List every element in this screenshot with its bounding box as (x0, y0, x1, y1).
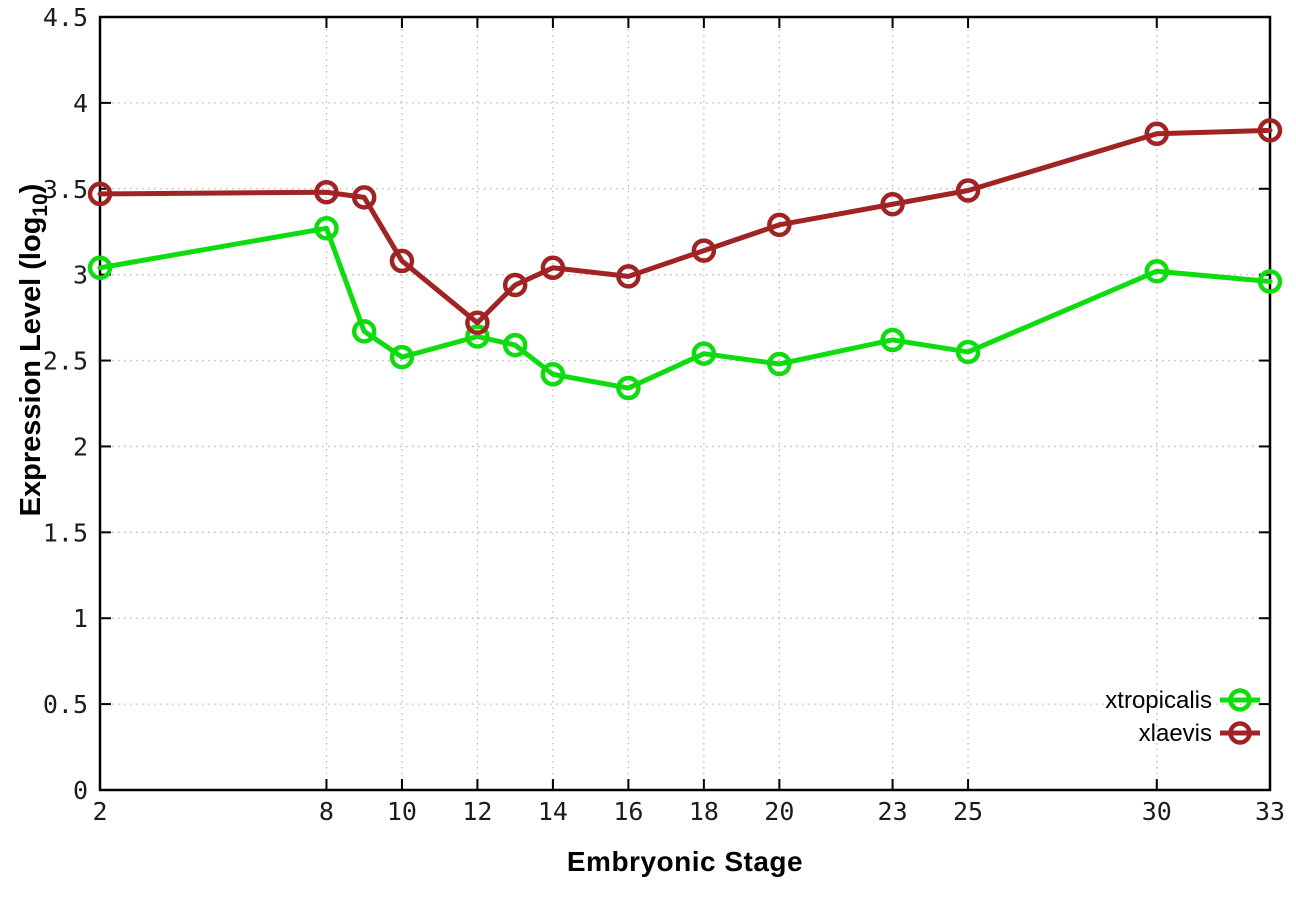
data-point-marker-xlaevis (1144, 121, 1170, 147)
y-tick-label: 0 (73, 776, 88, 805)
y-tick-label: 3 (73, 261, 88, 290)
y-tick-label: 3.5 (43, 175, 88, 204)
data-point-marker-xtropicalis (351, 319, 377, 344)
data-point-marker-xtropicalis (1144, 258, 1170, 284)
data-point-marker-xlaevis (691, 238, 717, 263)
y-axis-title-subscript: 10 (28, 193, 52, 217)
series-line-xtropicalis (97, 225, 1273, 391)
x-tick-label: 2 (92, 797, 107, 826)
data-point-marker-xlaevis (1257, 118, 1283, 143)
data-point-marker-xtropicalis (1257, 269, 1283, 294)
y-tick-label: 4 (73, 89, 88, 118)
x-tick-label: 16 (613, 797, 643, 826)
data-point-marker-xtropicalis (767, 351, 792, 377)
data-point-marker-xtropicalis (502, 332, 528, 358)
x-axis-title: Embryonic Stage (566, 846, 804, 877)
x-tick-label: 18 (689, 797, 719, 826)
data-point-marker-xtropicalis (465, 324, 490, 349)
y-tick-label: 4.5 (43, 3, 88, 32)
data-point-marker-xlaevis (389, 248, 415, 274)
data-point-marker-xlaevis (616, 264, 641, 289)
legend-label-xlaevis: xlaevis (1139, 720, 1212, 747)
data-point-marker-xlaevis (502, 272, 528, 298)
x-tick-label: 30 (1142, 797, 1172, 826)
data-point-marker-xtropicalis (540, 362, 566, 387)
legend-label-xtropicalis: xtropicalis (1105, 687, 1212, 714)
data-point-marker-xlaevis (540, 255, 566, 281)
data-point-marker-xlaevis (955, 178, 981, 203)
x-tick-label: 33 (1255, 797, 1285, 826)
data-point-marker-xlaevis (314, 179, 339, 205)
data-point-marker-xlaevis (880, 191, 905, 217)
data-point-marker-xtropicalis (691, 341, 717, 366)
data-point-marker-xlaevis (465, 310, 490, 336)
data-point-marker-xtropicalis (616, 375, 641, 401)
y-tick-label: 2.5 (43, 347, 88, 376)
x-tick-label: 20 (764, 797, 794, 826)
y-tick-label: 0.5 (43, 690, 88, 719)
series-line-xlaevis (97, 127, 1273, 326)
legend-marker-xlaevis (1228, 721, 1252, 745)
y-tick-label: 1.5 (43, 518, 88, 547)
data-point-marker-xlaevis (351, 185, 377, 210)
y-axis-title-text: Expression Level (log (15, 216, 48, 517)
x-tick-label: 14 (538, 797, 568, 826)
data-point-marker-xtropicalis (87, 255, 113, 281)
data-point-marker-xlaevis (767, 212, 792, 238)
x-tick-label: 10 (387, 797, 417, 826)
data-point-marker-xtropicalis (314, 216, 339, 241)
data-point-marker-xtropicalis (389, 344, 415, 370)
data-point-marker-xtropicalis (880, 327, 905, 353)
data-point-marker-xlaevis (87, 181, 113, 207)
y-axis-title-close: ) (15, 183, 48, 194)
data-point-marker-xtropicalis (955, 339, 981, 365)
y-axis-title: Expression Level (log10) (15, 184, 53, 517)
x-tick-label: 23 (878, 797, 908, 826)
x-tick-label: 12 (462, 797, 492, 826)
x-tick-label: 25 (953, 797, 983, 826)
y-tick-label: 2 (73, 432, 88, 461)
x-tick-label: 8 (319, 797, 334, 826)
legend-marker-xtropicalis (1228, 688, 1252, 712)
plot-frame (98, 15, 1272, 792)
y-tick-label: 1 (73, 604, 88, 633)
